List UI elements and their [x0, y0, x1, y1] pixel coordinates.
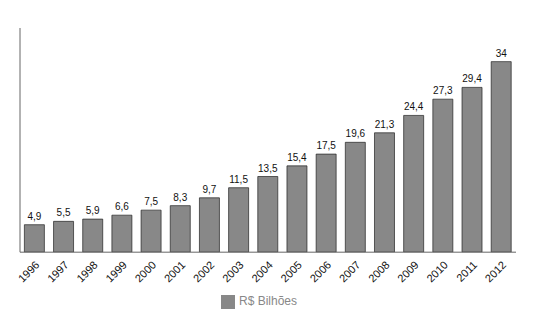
svg-text:7,5: 7,5 — [144, 196, 158, 207]
svg-text:24,4: 24,4 — [404, 101, 424, 112]
html-text:R$ Bilhões: R$ Bilhões — [239, 294, 297, 309]
svg-text:15,4: 15,4 — [287, 152, 307, 163]
svg-text:4,9: 4,9 — [27, 211, 41, 222]
svg-text:17,5: 17,5 — [316, 140, 336, 151]
svg-text:1996: 1996 — [16, 259, 42, 285]
svg-text:2012: 2012 — [483, 259, 509, 285]
svg-text:2008: 2008 — [366, 259, 392, 285]
svg-text:11,5: 11,5 — [229, 174, 248, 185]
svg-text:2006: 2006 — [307, 259, 333, 285]
svg-text:29,4: 29,4 — [462, 73, 482, 84]
svg-text:2004: 2004 — [249, 259, 275, 285]
svg-text:2010: 2010 — [424, 259, 450, 285]
svg-text:21,3: 21,3 — [375, 119, 395, 130]
svg-text:13,5: 13,5 — [258, 163, 278, 174]
svg-text:2007: 2007 — [337, 259, 363, 285]
svg-text:34: 34 — [496, 48, 508, 59]
svg-text:9,7: 9,7 — [202, 184, 216, 195]
svg-text:8,3: 8,3 — [173, 192, 187, 203]
svg-text:2002: 2002 — [191, 259, 217, 285]
svg-text:5,9: 5,9 — [86, 205, 100, 216]
svg-text:2000: 2000 — [132, 259, 158, 285]
svg-text:2001: 2001 — [162, 259, 188, 285]
svg-text:27,3: 27,3 — [433, 85, 453, 96]
svg-text:1997: 1997 — [45, 259, 71, 285]
svg-text:5,5: 5,5 — [57, 207, 71, 218]
svg-text:19,6: 19,6 — [346, 128, 366, 139]
svg-text:6,6: 6,6 — [115, 201, 129, 212]
svg-text:2003: 2003 — [220, 259, 246, 285]
svg-text:1999: 1999 — [103, 259, 129, 285]
svg-text:1998: 1998 — [74, 259, 100, 285]
svg-text:2011: 2011 — [454, 259, 479, 284]
svg-text:2005: 2005 — [278, 259, 304, 285]
svg-text:2009: 2009 — [395, 259, 421, 285]
